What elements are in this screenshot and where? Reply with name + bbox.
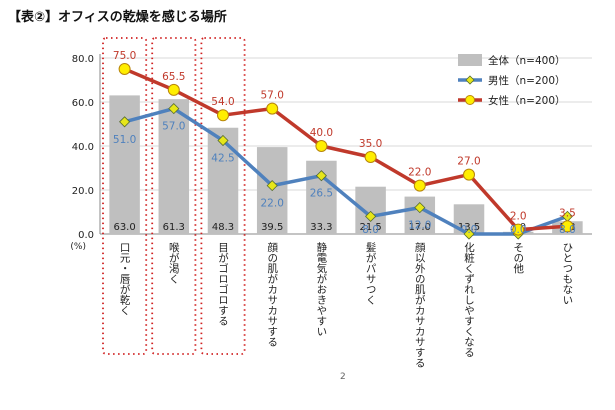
line-point xyxy=(561,220,574,233)
line-value-label: 35.0 xyxy=(359,138,382,150)
bar-value-label: 39.5 xyxy=(261,222,283,233)
legend-label: 全体（n=400） xyxy=(488,54,566,67)
bar xyxy=(355,186,386,234)
y-tick-label: 20.0 xyxy=(72,186,94,197)
line-value-label: 40.0 xyxy=(310,127,333,139)
line-value-label: 51.0 xyxy=(113,134,136,146)
line-point xyxy=(413,179,426,192)
line-value-label: 26.5 xyxy=(310,188,333,200)
y-tick-label: 40.0 xyxy=(72,142,94,153)
category-label: 喉が渇く xyxy=(168,242,180,284)
category-label: 顔以外の肌がカサカサする xyxy=(414,241,426,368)
line-value-label: 22.0 xyxy=(261,198,284,210)
category-label: その他 xyxy=(512,242,524,274)
line-point xyxy=(364,151,377,163)
line-value-label: 27.0 xyxy=(457,156,480,168)
category-label: 静電気がおきやすい xyxy=(315,241,327,336)
line-point xyxy=(266,102,279,115)
line-point xyxy=(414,202,426,214)
line-value-label: 42.5 xyxy=(211,153,234,165)
line-point xyxy=(217,109,229,122)
bar-value-label: 17.0 xyxy=(409,222,431,233)
bar-value-label: 48.3 xyxy=(212,222,234,233)
line-point xyxy=(266,180,278,192)
line-point xyxy=(315,140,328,152)
bar-value-label: 13.5 xyxy=(458,222,480,233)
line-value-label: 57.0 xyxy=(162,121,185,133)
bar-value-label: 33.3 xyxy=(310,222,332,233)
line-point xyxy=(168,103,180,115)
y-tick-label: 0.0 xyxy=(78,230,94,241)
category-label: 髪がパサつく xyxy=(365,241,377,305)
line-point xyxy=(512,223,525,236)
y-axis-label: (%) xyxy=(70,242,86,252)
bar xyxy=(158,99,190,234)
line-value-label: 57.0 xyxy=(261,90,284,102)
line-point xyxy=(463,168,475,181)
line-point xyxy=(365,210,377,222)
line-value-label: 8.0 xyxy=(362,224,379,236)
series-line xyxy=(124,106,568,236)
page-number: 2 xyxy=(340,372,346,382)
line-value-label: 75.0 xyxy=(113,50,136,62)
page-title: 【表②】オフィスの乾燥を感じる場所 xyxy=(8,10,227,25)
line-value-label: 22.0 xyxy=(408,167,431,179)
line-point xyxy=(315,170,327,182)
category-label: 口元・唇が乾く xyxy=(119,242,131,316)
line-value-label: 54.0 xyxy=(211,96,234,108)
series-line xyxy=(123,67,568,232)
bar-value-label: 61.3 xyxy=(163,222,185,233)
line-value-label: 65.5 xyxy=(162,71,185,83)
line-value-label: 0.0 xyxy=(461,224,478,236)
line-point xyxy=(217,134,229,147)
bar xyxy=(109,95,140,235)
line-value-label: 8.0 xyxy=(559,224,576,236)
line-value-label: 2.0 xyxy=(510,211,527,223)
legend-marker xyxy=(465,95,475,105)
legend-label: 男性（n=200） xyxy=(488,74,566,87)
legend-swatch xyxy=(458,54,482,66)
legend-label: 女性（n=200） xyxy=(488,94,566,107)
category-label: 目がゴロゴロする xyxy=(217,242,229,326)
line-point xyxy=(118,63,131,75)
bar-value-label: 63.0 xyxy=(113,222,135,233)
line-value-label: 3.5 xyxy=(559,207,576,219)
line-value-label: 12.0 xyxy=(408,220,431,232)
line-value-label: 0.0 xyxy=(510,224,527,236)
line-point xyxy=(119,116,131,128)
legend-marker xyxy=(465,75,475,85)
category-label: ひとつもない xyxy=(561,242,573,305)
bar-value-label: 21.5 xyxy=(359,222,381,233)
y-tick-label: 80.0 xyxy=(72,54,94,65)
line-point xyxy=(167,83,180,96)
y-tick-label: 60.0 xyxy=(72,98,94,109)
line-point xyxy=(463,228,475,240)
category-label: 化粧くずれしやすくなる xyxy=(463,241,475,357)
category-label: 顔の肌がカサカサする xyxy=(266,241,278,347)
